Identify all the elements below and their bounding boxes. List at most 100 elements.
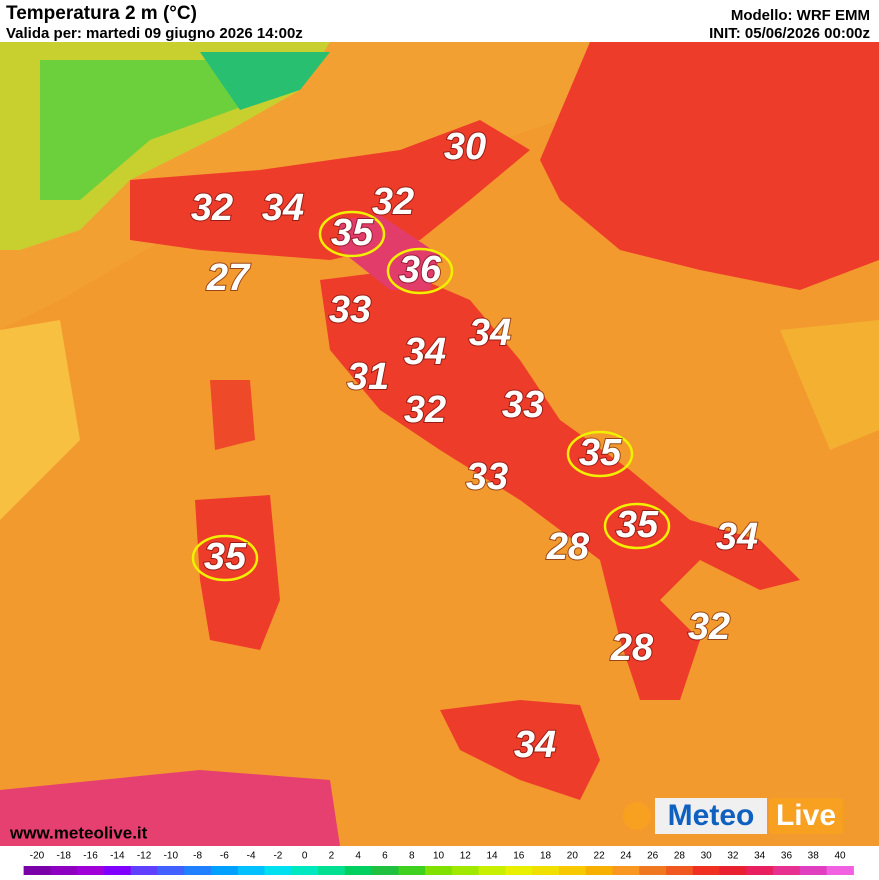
temperature-label: 35 [204, 536, 247, 578]
temperature-label: 35 [579, 432, 622, 474]
colorbar-tick-label: 12 [460, 851, 472, 862]
colorbar-tick-label: -4 [247, 851, 256, 862]
colorbar-segment [184, 866, 212, 875]
url: www.meteolive.it [9, 823, 148, 842]
temperature-label: 34 [404, 331, 446, 373]
colorbar-segment [639, 866, 667, 875]
logo-box [655, 798, 767, 834]
colorbar-tick-label: 36 [781, 851, 793, 862]
colorbar-segment [558, 866, 587, 875]
highlight-circle [191, 534, 259, 582]
colorbar-tick-label: 38 [808, 851, 820, 862]
colorbar-segment [77, 866, 105, 875]
logo-right: Live [776, 799, 836, 832]
sardinia [195, 495, 280, 650]
colorbar: -20 -18 -16 -14 -12 -10 -8 -6 -4 -2 0 2 4 6 8 10 12 14 16 1… [23, 851, 854, 875]
colorbar-tick-label: 16 [513, 851, 525, 862]
colorbar-segment [398, 866, 426, 875]
colorbar-tick-label: 4 [355, 851, 361, 862]
temperature-label: 33 [329, 289, 371, 331]
colorbar-segment [826, 866, 854, 875]
colorbar-segment [478, 866, 506, 875]
logo-sun [623, 802, 651, 830]
colorbar-segment [50, 866, 78, 875]
colorbar-tick-label: 26 [647, 851, 659, 862]
temperature-label: 28 [610, 627, 654, 669]
temperature-label: 32 [404, 389, 446, 431]
colorbar-segment [318, 866, 346, 875]
colorbar-tick-label: 20 [567, 851, 579, 862]
temperature-label: 33 [502, 384, 544, 426]
colorbar-tick-label: -16 [83, 851, 98, 862]
peninsula [320, 270, 800, 700]
colorbar-tick-label: 0 [302, 851, 308, 862]
colorbar-segment [612, 866, 640, 875]
colorbar-tick-label: -12 [137, 851, 152, 862]
valid-time: Valida per: martedi 09 giugno 2026 14:00… [6, 25, 303, 42]
colorbar-tick-label: -10 [164, 851, 179, 862]
init-time: INIT: 05/06/2026 00:00z [709, 25, 870, 42]
colorbar-segment [692, 866, 721, 875]
colorbar-segment [773, 866, 801, 875]
colorbar-segment [130, 866, 158, 875]
po-valley [130, 120, 530, 260]
colorbar-tick-label: -20 [30, 851, 45, 862]
greece-mild [780, 320, 879, 450]
colorbar-tick-label: 28 [674, 851, 686, 862]
highlight-circle [318, 210, 386, 258]
colorbar-tick-label: 14 [486, 851, 498, 862]
colorbar-segment [666, 866, 694, 875]
highlight-circle [386, 247, 454, 295]
logo-box-right [769, 798, 843, 834]
colorbar-tick-label: 8 [409, 851, 415, 862]
colorbar-tick-label: 22 [594, 851, 606, 862]
colorbar-tick-label: 18 [540, 851, 552, 862]
colorbar-segment [425, 866, 453, 875]
spain-mild [0, 320, 80, 520]
colorbar-tick-label: -18 [57, 851, 72, 862]
temperature-label: 30 [444, 126, 486, 168]
colorbar-tick-label: 10 [433, 851, 445, 862]
colorbar-segment [451, 866, 480, 875]
colorbar-segment [344, 866, 373, 875]
temperature-label: 27 [206, 257, 251, 299]
temperature-label: 34 [514, 724, 556, 766]
highlight-circle [603, 502, 671, 550]
logo-left: Meteo [668, 799, 755, 832]
colorbar-segment [505, 866, 533, 875]
colorbar-segment [532, 866, 560, 875]
colorbar-segment [23, 866, 51, 875]
sicily [440, 700, 600, 800]
colorbar-segment [746, 866, 774, 875]
africa-hot [0, 770, 340, 846]
temperature-label: 32 [688, 606, 730, 648]
highlight-circle [566, 430, 634, 478]
model: Modello: WRF EMM [731, 7, 870, 24]
temperature-label: 28 [546, 526, 590, 568]
corsica [210, 380, 255, 450]
colorbar-tick-label: -8 [193, 851, 202, 862]
colorbar-tick-label: -6 [220, 851, 229, 862]
colorbar-segment [103, 866, 132, 875]
colorbar-segment [799, 866, 828, 875]
temperature-label: 32 [191, 187, 233, 229]
colorbar-tick-label: -2 [273, 851, 282, 862]
colorbar-segment [719, 866, 747, 875]
temperature-label: 31 [347, 356, 389, 398]
colorbar-segment [237, 866, 266, 875]
colorbar-tick-label: 6 [382, 851, 388, 862]
temperature-label: 34 [469, 312, 511, 354]
temperature-label: 32 [372, 181, 414, 223]
map [0, 42, 879, 846]
colorbar-tick-label: 32 [727, 851, 739, 862]
colorbar-tick-label: 24 [620, 851, 632, 862]
header-bg [0, 0, 879, 42]
colorbar-segment [264, 866, 292, 875]
temperature-label: 35 [331, 212, 374, 254]
colorbar-segment [157, 866, 185, 875]
temperature-label: 35 [616, 504, 659, 546]
colorbar-segment [585, 866, 613, 875]
temperature-label: 34 [262, 187, 304, 229]
